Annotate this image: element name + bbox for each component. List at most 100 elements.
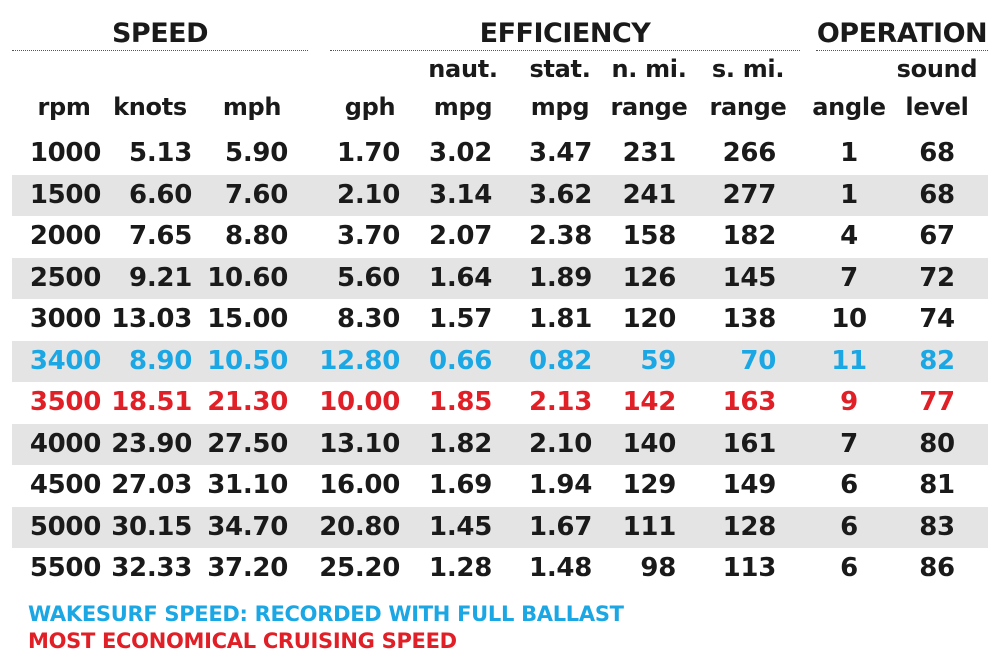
header-sound: level xyxy=(905,93,969,121)
cell-angle: 4 xyxy=(840,221,858,251)
table-row: 3400 8.90 10.50 12.80 0.66 0.82 59 70 11 82 xyxy=(12,340,988,382)
cell-angle: 6 xyxy=(840,553,858,583)
cell-knots: 18.51 xyxy=(111,387,192,417)
header-angle: angle xyxy=(812,93,886,121)
cell-knots: 32.33 xyxy=(111,553,192,583)
efficiency-group-divider xyxy=(330,50,800,51)
cell-knots: 30.15 xyxy=(111,511,192,542)
cell-sound: 68 xyxy=(919,138,955,168)
cell-mph: 10.60 xyxy=(207,262,288,293)
cell-stat-mpg: 2.38 xyxy=(529,221,592,251)
cell-naut-mpg: 2.07 xyxy=(429,221,492,251)
cell-mph: 15.00 xyxy=(207,304,288,334)
header-stat-mpg: mpg xyxy=(530,93,590,121)
operation-group-divider xyxy=(816,50,988,51)
cell-nmi-range: 126 xyxy=(622,262,677,293)
cell-mph: 31.10 xyxy=(207,470,288,500)
performance-table: 1000 5.13 5.90 1.70 3.02 3.47 231 266 1 68 1500 6.6… xyxy=(12,133,988,590)
table-row: 3500 18.51 21.30 10.00 1.85 2.13 142 163 9 77 xyxy=(12,382,988,424)
cell-sound: 68 xyxy=(919,179,955,210)
table-row: 3000 13.03 15.00 8.30 1.57 1.81 120 138 10 74 xyxy=(12,299,988,341)
cell-rpm: 3000 xyxy=(29,304,101,334)
wakesurf-speed-note: WAKESURF SPEED: RECORDED WITH FULL BALLA… xyxy=(28,602,624,626)
cell-sound: 72 xyxy=(919,262,955,293)
cell-mph: 34.70 xyxy=(207,511,288,542)
header-knots: knots xyxy=(113,93,187,121)
cell-sound: 67 xyxy=(919,221,955,251)
cell-smi-range: 266 xyxy=(722,138,777,168)
economical-speed-note: MOST ECONOMICAL CRUISING SPEED xyxy=(28,629,457,653)
table-row: 2000 7.65 8.80 3.70 2.07 2.38 158 182 4 67 xyxy=(12,216,988,258)
table-row: 1000 5.13 5.90 1.70 3.02 3.47 231 266 1 68 xyxy=(12,133,988,175)
cell-stat-mpg: 1.89 xyxy=(529,262,592,293)
cell-stat-mpg: 3.62 xyxy=(529,179,592,210)
cell-gph: 10.00 xyxy=(319,387,400,417)
cell-angle: 11 xyxy=(831,345,867,376)
cell-knots: 8.90 xyxy=(129,345,192,376)
cell-stat-mpg: 3.47 xyxy=(529,138,592,168)
cell-gph: 16.00 xyxy=(319,470,400,500)
cell-angle: 9 xyxy=(840,387,858,417)
cell-stat-mpg: 1.67 xyxy=(529,511,592,542)
cell-knots: 7.65 xyxy=(129,221,192,251)
table-row: 4000 23.90 27.50 13.10 1.82 2.10 140 161 7 80 xyxy=(12,423,988,465)
header-naut-mpg-line1: naut. xyxy=(428,55,498,83)
header-gph: gph xyxy=(344,93,396,121)
cell-sound: 77 xyxy=(919,387,955,417)
cell-smi-range: 161 xyxy=(722,428,777,459)
cell-gph: 5.60 xyxy=(337,262,400,293)
header-mph: mph xyxy=(222,93,282,121)
cell-sound: 81 xyxy=(919,470,955,500)
cell-stat-mpg: 1.94 xyxy=(529,470,592,500)
header-nmi-range-line1: n. mi. xyxy=(611,55,687,83)
cell-rpm: 5500 xyxy=(29,553,101,583)
cell-mph: 7.60 xyxy=(225,179,288,210)
cell-naut-mpg: 3.14 xyxy=(429,179,492,210)
cell-knots: 6.60 xyxy=(129,179,192,210)
header-nmi-range: range xyxy=(610,93,688,121)
cell-sound: 82 xyxy=(919,345,955,376)
cell-smi-range: 128 xyxy=(722,511,777,542)
cell-sound: 80 xyxy=(919,428,955,459)
cell-angle: 7 xyxy=(840,262,858,293)
cell-smi-range: 149 xyxy=(722,470,777,500)
header-sound-line1: sound xyxy=(896,55,978,83)
cell-rpm: 4500 xyxy=(29,470,101,500)
table-row: 5000 30.15 34.70 20.80 1.45 1.67 111 128 6 83 xyxy=(12,506,988,548)
cell-gph: 13.10 xyxy=(319,428,400,459)
efficiency-group-title: EFFICIENCY xyxy=(479,18,651,49)
cell-naut-mpg: 1.64 xyxy=(429,262,492,293)
header-smi-range: range xyxy=(709,93,787,121)
cell-knots: 9.21 xyxy=(129,262,192,293)
cell-rpm: 3400 xyxy=(29,345,101,376)
cell-nmi-range: 98 xyxy=(640,553,676,583)
cell-stat-mpg: 2.13 xyxy=(529,387,592,417)
cell-sound: 83 xyxy=(919,511,955,542)
cell-nmi-range: 142 xyxy=(622,387,677,417)
cell-knots: 5.13 xyxy=(129,138,192,168)
speed-group-divider xyxy=(12,50,308,51)
cell-nmi-range: 120 xyxy=(622,304,677,334)
cell-naut-mpg: 1.45 xyxy=(429,511,492,542)
header-smi-range-line1: s. mi. xyxy=(711,55,785,83)
header-stat-mpg-line1: stat. xyxy=(529,55,591,83)
cell-nmi-range: 111 xyxy=(622,511,677,542)
cell-rpm: 1500 xyxy=(29,179,101,210)
cell-gph: 12.80 xyxy=(319,345,400,376)
cell-angle: 7 xyxy=(840,428,858,459)
cell-stat-mpg: 1.48 xyxy=(529,553,592,583)
cell-sound: 86 xyxy=(919,553,955,583)
cell-angle: 10 xyxy=(831,304,867,334)
table-row: 4500 27.03 31.10 16.00 1.69 1.94 129 149 6 81 xyxy=(12,465,988,507)
cell-stat-mpg: 0.82 xyxy=(529,345,592,376)
cell-naut-mpg: 0.66 xyxy=(429,345,492,376)
cell-mph: 27.50 xyxy=(207,428,288,459)
cell-smi-range: 163 xyxy=(722,387,777,417)
cell-nmi-range: 129 xyxy=(622,470,677,500)
table-row: 2500 9.21 10.60 5.60 1.64 1.89 126 145 7 72 xyxy=(12,257,988,299)
cell-mph: 8.80 xyxy=(225,221,288,251)
cell-gph: 20.80 xyxy=(319,511,400,542)
cell-nmi-range: 140 xyxy=(622,428,677,459)
cell-mph: 5.90 xyxy=(225,138,288,168)
cell-rpm: 5000 xyxy=(29,511,101,542)
